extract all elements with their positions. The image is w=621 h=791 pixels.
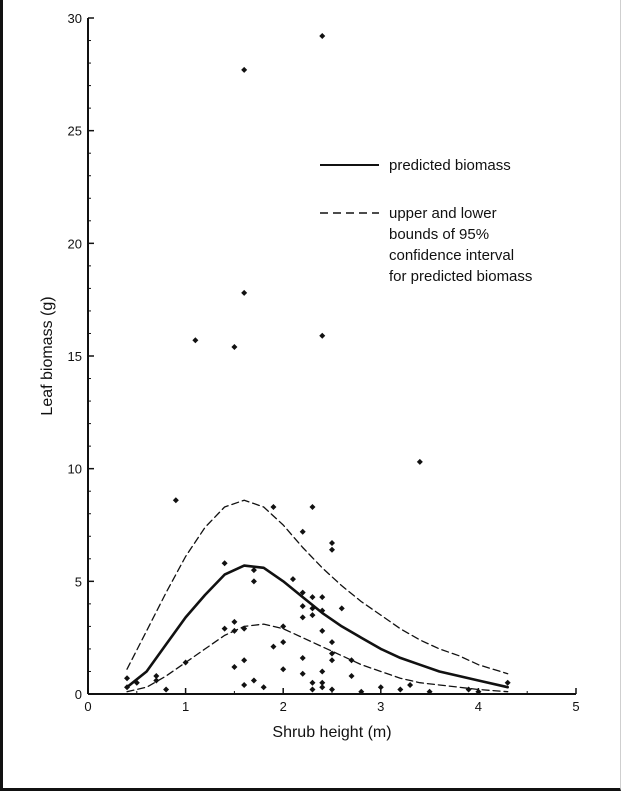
data-point [309,503,316,510]
y-tick-label: 5 [75,574,82,589]
data-point [153,677,160,684]
data-point [241,625,248,632]
data-point [250,677,257,684]
data-point [250,567,257,574]
data-point [299,654,306,661]
data-point [426,688,433,695]
y-tick-label: 15 [68,349,82,364]
data-point [319,627,326,634]
data-point [319,679,326,686]
data-point [299,528,306,535]
data-point [504,679,511,686]
data-point [309,612,316,619]
data-point [329,650,335,657]
legend-label: bounds of 95% [389,226,489,243]
data-point [124,675,131,682]
data-point [289,576,296,583]
data-point [270,503,277,510]
data-point [348,672,355,679]
data-point [231,663,238,670]
legend: predicted biomass upper and lower bounds o… [320,157,532,285]
data-point [309,686,316,693]
data-point [416,458,423,465]
data-point [241,66,248,73]
legend-label: predicted biomass [389,157,511,174]
x-tick-label: 1 [182,699,189,714]
data-point [250,578,257,585]
data-point [299,603,306,610]
data-point [377,684,384,691]
data-point [241,289,248,296]
data-point [241,681,248,688]
x-tick-label: 2 [280,699,287,714]
data-point [221,560,228,567]
data-point [299,614,306,621]
y-tick-label: 30 [68,11,82,26]
x-axis-title: Shrub height (m) [272,724,391,741]
data-point [192,337,199,344]
data-point [358,688,365,695]
data-point [260,684,267,691]
data-point [231,627,238,634]
data-point [221,625,228,632]
data-point [309,605,316,612]
y-axis-title: Leaf biomass (g) [39,296,56,415]
y-tick-label: 10 [68,462,82,477]
data-point [153,672,160,679]
data-point [299,589,306,596]
data-point [329,657,335,664]
data-point [407,681,414,688]
data-point [280,666,287,673]
legend-label: for predicted biomass [389,268,532,285]
data-point [475,688,482,695]
data-point [163,686,170,693]
lower-bound-curve [126,623,509,693]
data-point [270,643,277,650]
data-point [182,659,189,666]
data-point [319,594,326,601]
data-point [231,618,238,625]
data-point [280,639,287,646]
data-point [280,623,287,630]
data-point [319,607,326,614]
x-tick-label: 0 [84,699,91,714]
data-point [231,343,238,350]
data-point [319,33,326,40]
data-point [397,686,404,693]
y-tick-label: 25 [68,124,82,139]
y-tick-label: 20 [68,236,82,251]
data-point [329,639,335,646]
data-point [319,668,326,675]
data-point [319,684,326,691]
predicted-biomass-curve [125,564,510,689]
data-points [124,33,511,695]
data-point [172,497,179,504]
data-point [329,546,335,553]
y-ticks: 0 5 10 15 20 25 30 [68,11,94,702]
legend-label: upper and lower [389,205,497,222]
data-point [124,684,131,691]
data-point [329,540,335,547]
data-point [465,686,472,693]
data-point [299,670,306,677]
data-point [319,332,326,339]
x-tick-label: 4 [475,699,482,714]
data-point [329,686,335,693]
data-point [309,594,316,601]
axes [87,18,576,695]
x-tick-label: 3 [377,699,384,714]
curves [125,499,510,693]
data-point [348,657,355,664]
legend-label: confidence interval [389,247,514,264]
x-tick-label: 5 [572,699,579,714]
data-point [241,657,248,664]
data-point [338,605,345,612]
data-point [309,679,316,686]
upper-bound-curve [126,499,509,675]
data-point [133,679,140,686]
y-tick-label: 0 [75,687,82,702]
